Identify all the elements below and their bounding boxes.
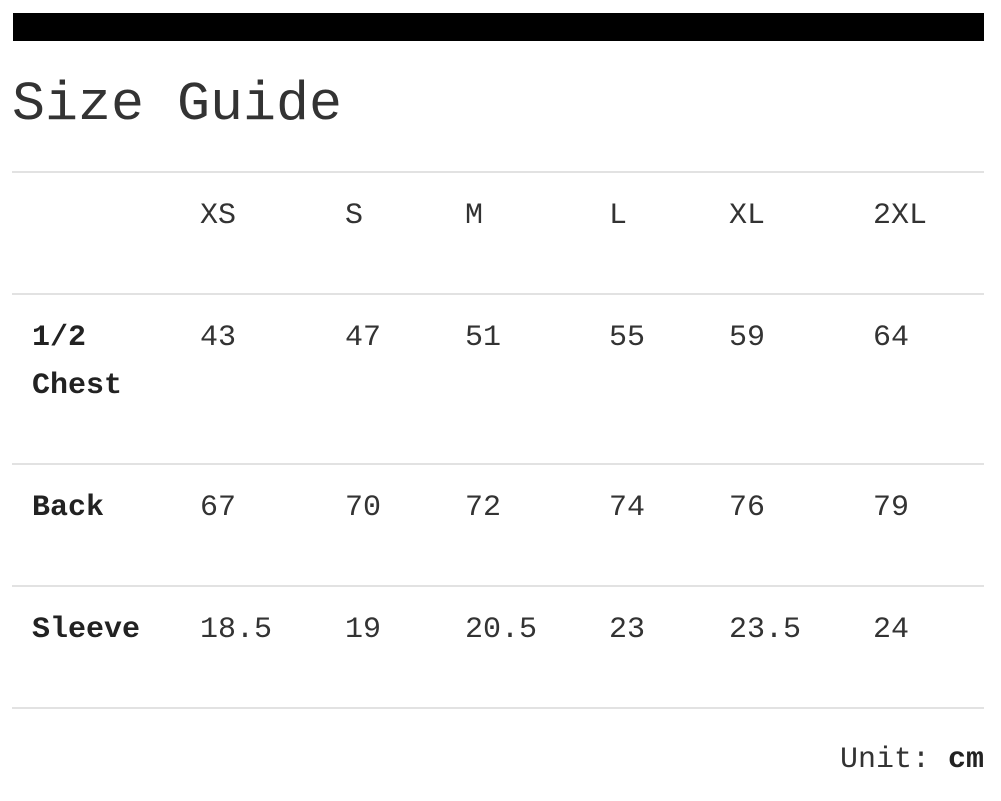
table-cell: 79 — [873, 463, 984, 586]
row-label: 1/2 Chest — [12, 293, 200, 464]
table-cell: 72 — [465, 463, 609, 586]
header-row: XS S M L XL 2XL — [12, 171, 984, 294]
row-label: Back — [12, 463, 200, 586]
table-cell: 19 — [345, 585, 465, 709]
unit-value: cm — [947, 743, 984, 777]
table-cell: 55 — [609, 293, 729, 464]
table-cell: 74 — [609, 463, 729, 586]
table-cell: 47 — [345, 293, 465, 464]
table-cell: 51 — [465, 293, 609, 464]
header-cell: XS — [200, 171, 345, 294]
table-cell: 64 — [873, 293, 984, 464]
page-title: Size Guide — [12, 73, 343, 136]
header-cell: 2XL — [873, 171, 984, 294]
unit-note: Unit: cm — [840, 742, 984, 778]
table-row: Sleeve 18.5 19 20.5 23 23.5 24 — [12, 585, 984, 709]
header-cell: L — [609, 171, 729, 294]
table-cell: 18.5 — [200, 585, 345, 709]
table-cell: 59 — [729, 293, 873, 464]
table-cell: 67 — [200, 463, 345, 586]
table-cell: 20.5 — [465, 585, 609, 709]
table-cell: 43 — [200, 293, 345, 464]
header-cell: M — [465, 171, 609, 294]
header-cell: XL — [729, 171, 873, 294]
row-label: Sleeve — [12, 585, 200, 709]
table-cell: 70 — [345, 463, 465, 586]
table-cell: 23.5 — [729, 585, 873, 709]
table-cell: 24 — [873, 585, 984, 709]
table-cell: 76 — [729, 463, 873, 586]
table-row: Back 67 70 72 74 76 79 — [12, 463, 984, 586]
top-bar — [13, 13, 984, 41]
unit-label: Unit: — [839, 743, 930, 777]
size-table: XS S M L XL 2XL 1/2 Chest 43 47 51 55 59… — [12, 171, 984, 709]
table-row: 1/2 Chest 43 47 51 55 59 64 — [12, 293, 984, 464]
header-cell — [12, 171, 200, 294]
header-cell: S — [345, 171, 465, 294]
table-cell: 23 — [609, 585, 729, 709]
